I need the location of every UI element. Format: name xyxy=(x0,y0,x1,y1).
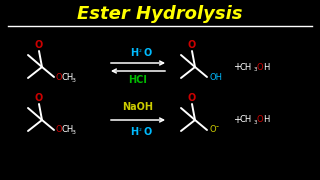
Text: H: H xyxy=(263,62,269,71)
Text: 3: 3 xyxy=(72,78,76,82)
Text: CH: CH xyxy=(61,73,73,82)
Text: O: O xyxy=(209,125,216,134)
Text: CH: CH xyxy=(240,62,252,71)
Text: 3: 3 xyxy=(253,120,257,125)
Text: 3: 3 xyxy=(72,130,76,136)
Text: O: O xyxy=(188,93,196,103)
Text: O: O xyxy=(144,48,152,58)
Text: H: H xyxy=(263,116,269,125)
Text: H: H xyxy=(130,127,138,137)
Text: O: O xyxy=(188,40,196,50)
Text: CH: CH xyxy=(61,125,73,134)
Text: O: O xyxy=(35,93,43,103)
Text: 3: 3 xyxy=(253,66,257,71)
Text: O: O xyxy=(257,116,263,125)
Text: O: O xyxy=(144,127,152,137)
Text: O: O xyxy=(55,73,62,82)
Text: O: O xyxy=(257,62,263,71)
Text: ₂: ₂ xyxy=(139,126,142,132)
Text: Ester Hydrolysis: Ester Hydrolysis xyxy=(77,5,243,23)
Text: O: O xyxy=(55,125,62,134)
Text: OH: OH xyxy=(209,73,222,82)
Text: HCl: HCl xyxy=(129,75,148,85)
Text: O: O xyxy=(35,40,43,50)
Text: ₂: ₂ xyxy=(139,47,142,53)
Text: -: - xyxy=(216,123,219,132)
Text: +: + xyxy=(233,115,241,125)
Text: H: H xyxy=(130,48,138,58)
Text: NaOH: NaOH xyxy=(123,102,154,112)
Text: +: + xyxy=(233,62,241,72)
Text: CH: CH xyxy=(240,116,252,125)
